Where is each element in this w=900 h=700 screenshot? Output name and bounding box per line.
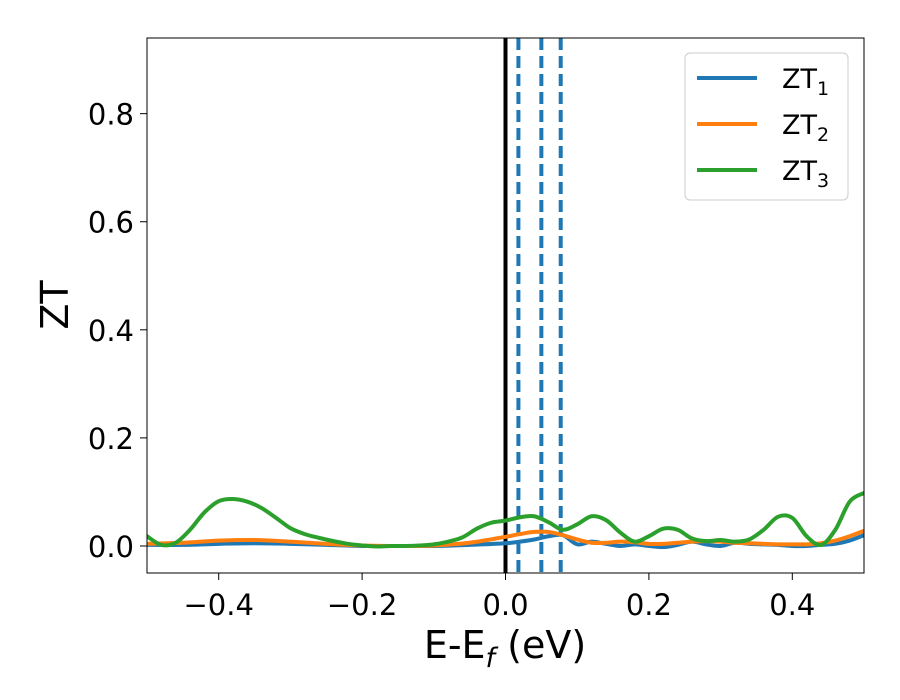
y-axis-label: ZT [33,280,77,330]
x-axis-label: E-Ef (eV) [424,623,586,674]
legend-label-zt2: ZT2 [782,110,829,146]
x-tick-label: 0.4 [769,588,815,622]
x-tick-label: 0.0 [482,588,528,622]
reference-lines [503,38,563,573]
legend-box [684,52,849,201]
legend: ZT1 ZT2 ZT3 [684,52,849,201]
x-tick-label: −0.4 [183,588,253,622]
y-tick-label: 0.0 [88,530,134,564]
legend-label-zt3: ZT3 [782,156,829,192]
series-line-zt3 [147,491,864,549]
axis-ticks: −0.4 −0.2 0.0 0.2 0.4 0.0 0.2 0.4 0.6 0.8 [88,98,815,622]
y-tick-label: 0.8 [88,98,134,132]
y-tick-label: 0.2 [88,422,134,456]
x-tick-label: 0.2 [626,588,672,622]
y-tick-label: 0.4 [88,314,134,348]
series-lines [147,491,864,550]
y-tick-label: 0.6 [88,206,134,240]
x-tick-label: −0.2 [327,588,397,622]
legend-label-zt1: ZT1 [782,64,829,100]
